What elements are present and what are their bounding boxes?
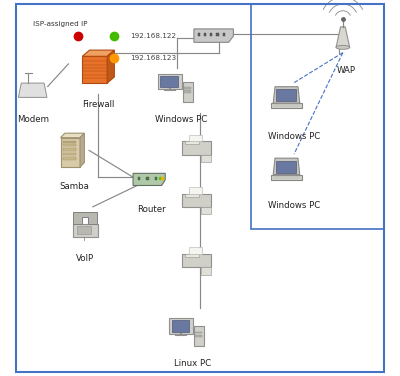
Polygon shape [194,29,233,42]
FancyBboxPatch shape [77,226,91,234]
Polygon shape [60,133,84,138]
Text: VoIP: VoIP [76,254,94,263]
Polygon shape [133,173,165,185]
Polygon shape [200,207,210,214]
Polygon shape [169,318,193,334]
FancyBboxPatch shape [155,177,157,180]
FancyBboxPatch shape [138,177,140,180]
Polygon shape [182,254,210,267]
Polygon shape [200,155,210,162]
Polygon shape [80,133,84,167]
FancyBboxPatch shape [185,194,199,197]
FancyBboxPatch shape [63,148,76,151]
Polygon shape [182,194,210,207]
Polygon shape [74,212,97,224]
Text: ISP-assigned IP: ISP-assigned IP [33,21,87,27]
FancyBboxPatch shape [276,161,296,173]
FancyBboxPatch shape [146,177,148,180]
FancyBboxPatch shape [204,33,206,36]
FancyBboxPatch shape [160,76,178,87]
FancyBboxPatch shape [276,89,296,102]
Text: Firewall: Firewall [82,100,115,109]
Text: Linux PC: Linux PC [174,359,211,368]
FancyBboxPatch shape [195,335,202,337]
Polygon shape [182,141,210,155]
FancyBboxPatch shape [184,87,191,89]
Polygon shape [73,224,98,237]
FancyBboxPatch shape [185,141,199,144]
Polygon shape [189,247,202,254]
Polygon shape [272,174,302,180]
Polygon shape [194,326,204,347]
Polygon shape [82,50,114,56]
Polygon shape [60,138,80,167]
FancyBboxPatch shape [223,33,225,36]
FancyBboxPatch shape [184,90,191,92]
FancyBboxPatch shape [198,33,200,36]
Polygon shape [273,87,300,103]
Polygon shape [189,135,202,141]
Text: Modem: Modem [17,115,49,124]
FancyBboxPatch shape [210,33,212,36]
Text: Samba: Samba [59,182,89,191]
FancyBboxPatch shape [63,153,76,155]
Polygon shape [200,267,210,274]
Text: 192.168.122: 192.168.122 [130,33,176,39]
Polygon shape [336,27,350,47]
FancyBboxPatch shape [172,320,189,332]
FancyBboxPatch shape [63,144,76,146]
Text: WAP: WAP [337,66,356,75]
Polygon shape [272,103,302,108]
Ellipse shape [336,45,350,49]
Text: Windows PC: Windows PC [268,132,320,141]
FancyBboxPatch shape [185,254,199,257]
Text: Windows PC: Windows PC [268,201,320,210]
Polygon shape [107,50,114,83]
Polygon shape [273,158,300,174]
Text: Router: Router [137,205,166,214]
FancyBboxPatch shape [216,33,218,36]
Polygon shape [18,83,47,97]
FancyBboxPatch shape [63,141,76,143]
Polygon shape [158,74,182,89]
Polygon shape [82,56,107,83]
Polygon shape [189,187,202,194]
FancyBboxPatch shape [63,157,76,160]
Polygon shape [182,82,193,102]
Text: Windows PC: Windows PC [155,115,207,124]
Text: 192.168.123: 192.168.123 [130,55,176,61]
FancyBboxPatch shape [195,332,202,334]
